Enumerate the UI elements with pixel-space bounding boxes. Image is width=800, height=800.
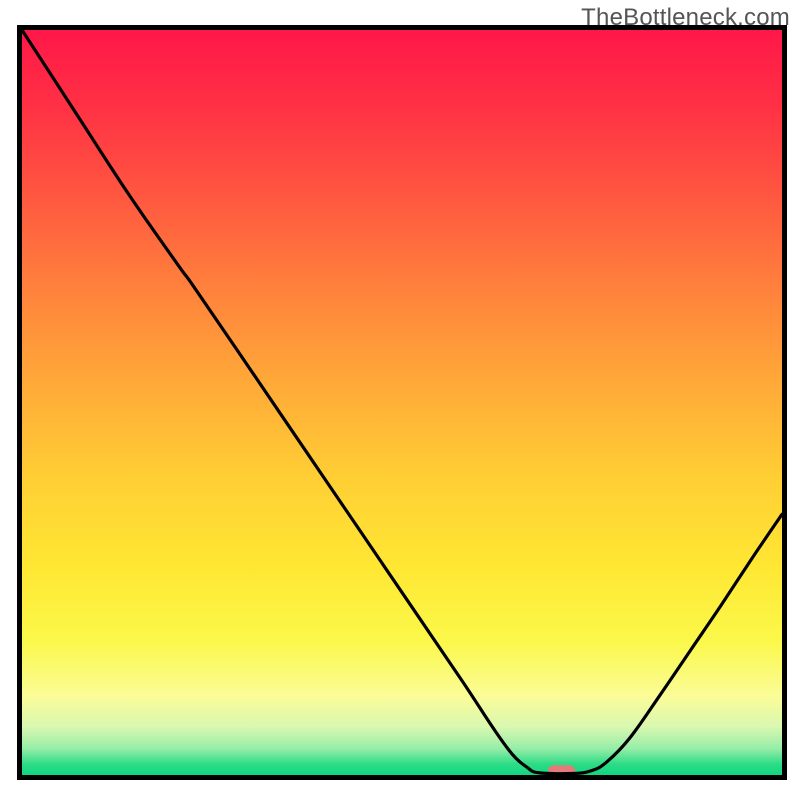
plot-background (22, 30, 782, 775)
bottleneck-curve-chart (0, 0, 800, 800)
watermark-text: TheBottleneck.com (581, 4, 790, 32)
chart-container: TheBottleneck.com (0, 0, 800, 800)
